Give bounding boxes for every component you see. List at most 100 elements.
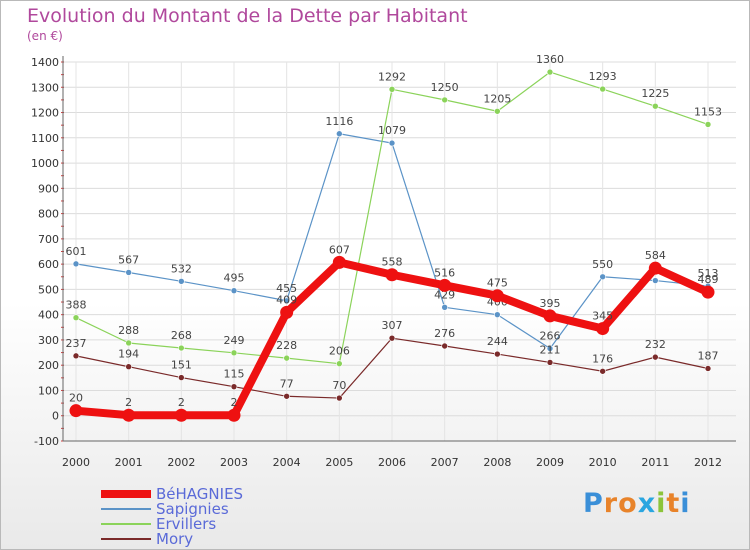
data-label: 1116	[325, 115, 353, 128]
data-label: 1153	[694, 105, 722, 118]
data-label: 1293	[589, 70, 617, 83]
data-point	[283, 354, 290, 362]
y-tick-label: 300	[38, 334, 59, 347]
y-tick-label: 800	[38, 208, 59, 221]
data-point	[230, 287, 238, 294]
y-tick-label: 900	[38, 182, 59, 195]
data-label: 495	[224, 272, 245, 285]
data-point	[441, 96, 448, 104]
y-tick-label: 600	[38, 258, 59, 271]
x-tick-label: 2000	[62, 456, 90, 469]
x-tick-label: 2003	[220, 456, 248, 469]
data-point	[438, 278, 452, 292]
data-point	[283, 392, 290, 400]
logo-letter: P	[583, 488, 604, 519]
data-point	[652, 277, 659, 284]
data-point	[385, 268, 399, 282]
logo-letter: i	[680, 488, 691, 519]
data-label: 516	[434, 266, 455, 279]
data-label: 206	[329, 345, 350, 358]
data-point	[599, 85, 606, 93]
data-point	[494, 311, 501, 318]
data-point	[704, 121, 712, 128]
data-point	[652, 102, 659, 110]
data-label: 1360	[536, 53, 564, 66]
data-label: 558	[382, 256, 403, 269]
data-point	[388, 85, 396, 93]
x-tick-label: 2009	[536, 456, 564, 469]
data-label: 1292	[378, 70, 406, 83]
y-tick-label: 0	[52, 410, 59, 423]
y-tick-label: 1300	[31, 81, 59, 94]
data-label: 345	[592, 310, 613, 323]
data-label: 429	[434, 288, 455, 301]
data-label: 550	[592, 258, 613, 271]
data-point	[178, 344, 185, 352]
data-point	[336, 130, 343, 138]
y-tick-label: 700	[38, 233, 59, 246]
data-point	[494, 107, 501, 115]
data-point	[388, 139, 396, 147]
data-point	[388, 334, 396, 342]
data-label: 70	[332, 379, 346, 392]
data-label: 151	[171, 359, 192, 372]
y-tick-label: 1000	[31, 157, 59, 170]
data-point	[174, 408, 188, 422]
data-label: 388	[66, 299, 87, 312]
legend-label: Sapignies	[156, 500, 229, 518]
data-point	[69, 404, 83, 418]
data-point	[125, 269, 132, 276]
logo-letter: i	[656, 488, 667, 519]
y-tick-label: 200	[38, 359, 59, 372]
data-point	[230, 349, 238, 357]
y-tick-label: 1100	[31, 132, 59, 145]
data-point	[280, 305, 294, 319]
data-point	[122, 408, 136, 422]
data-point	[178, 278, 185, 285]
data-label: 455	[276, 282, 297, 295]
data-label: 489	[698, 273, 719, 286]
data-point	[72, 260, 80, 268]
data-point	[125, 339, 132, 347]
data-label: 115	[224, 368, 245, 381]
data-point	[701, 285, 715, 299]
y-tick-label: 1400	[31, 56, 59, 69]
x-tick-label: 2005	[325, 456, 353, 469]
data-label: 232	[645, 338, 666, 351]
data-point	[332, 255, 346, 269]
x-tick-label: 2006	[378, 456, 406, 469]
x-tick-label: 2008	[483, 456, 511, 469]
data-label: 2	[231, 396, 238, 409]
x-tick-label: 2001	[115, 456, 143, 469]
data-point	[441, 342, 448, 350]
data-point	[227, 408, 241, 422]
data-point	[599, 367, 606, 375]
data-point	[230, 383, 238, 390]
data-point	[494, 350, 501, 358]
data-label: 228	[276, 339, 297, 352]
data-label: 20	[69, 392, 83, 405]
legend-label: Mory	[156, 530, 193, 548]
data-label: 475	[487, 277, 508, 290]
y-tick-label: -100	[34, 435, 59, 448]
data-label: 187	[698, 349, 719, 362]
data-point	[490, 289, 504, 303]
data-point	[596, 322, 610, 336]
data-label: 176	[592, 352, 613, 365]
legend-label: Ervillers	[156, 515, 216, 533]
y-tick-label: 100	[38, 384, 59, 397]
data-label: 513	[698, 267, 719, 280]
x-tick-label: 2010	[589, 456, 617, 469]
data-label: 211	[540, 343, 561, 356]
data-label: 77	[280, 377, 294, 390]
data-label: 276	[434, 327, 455, 340]
logo-letter: x	[637, 488, 657, 519]
data-label: 244	[487, 335, 508, 348]
chart-title: Evolution du Montant de la Dette par Hab…	[27, 5, 468, 27]
y-tick-label: 1200	[31, 107, 59, 120]
data-point	[72, 314, 80, 321]
data-label: 395	[540, 297, 561, 310]
data-label: 1225	[641, 87, 669, 100]
chart-subtitle: (en €)	[27, 29, 63, 43]
